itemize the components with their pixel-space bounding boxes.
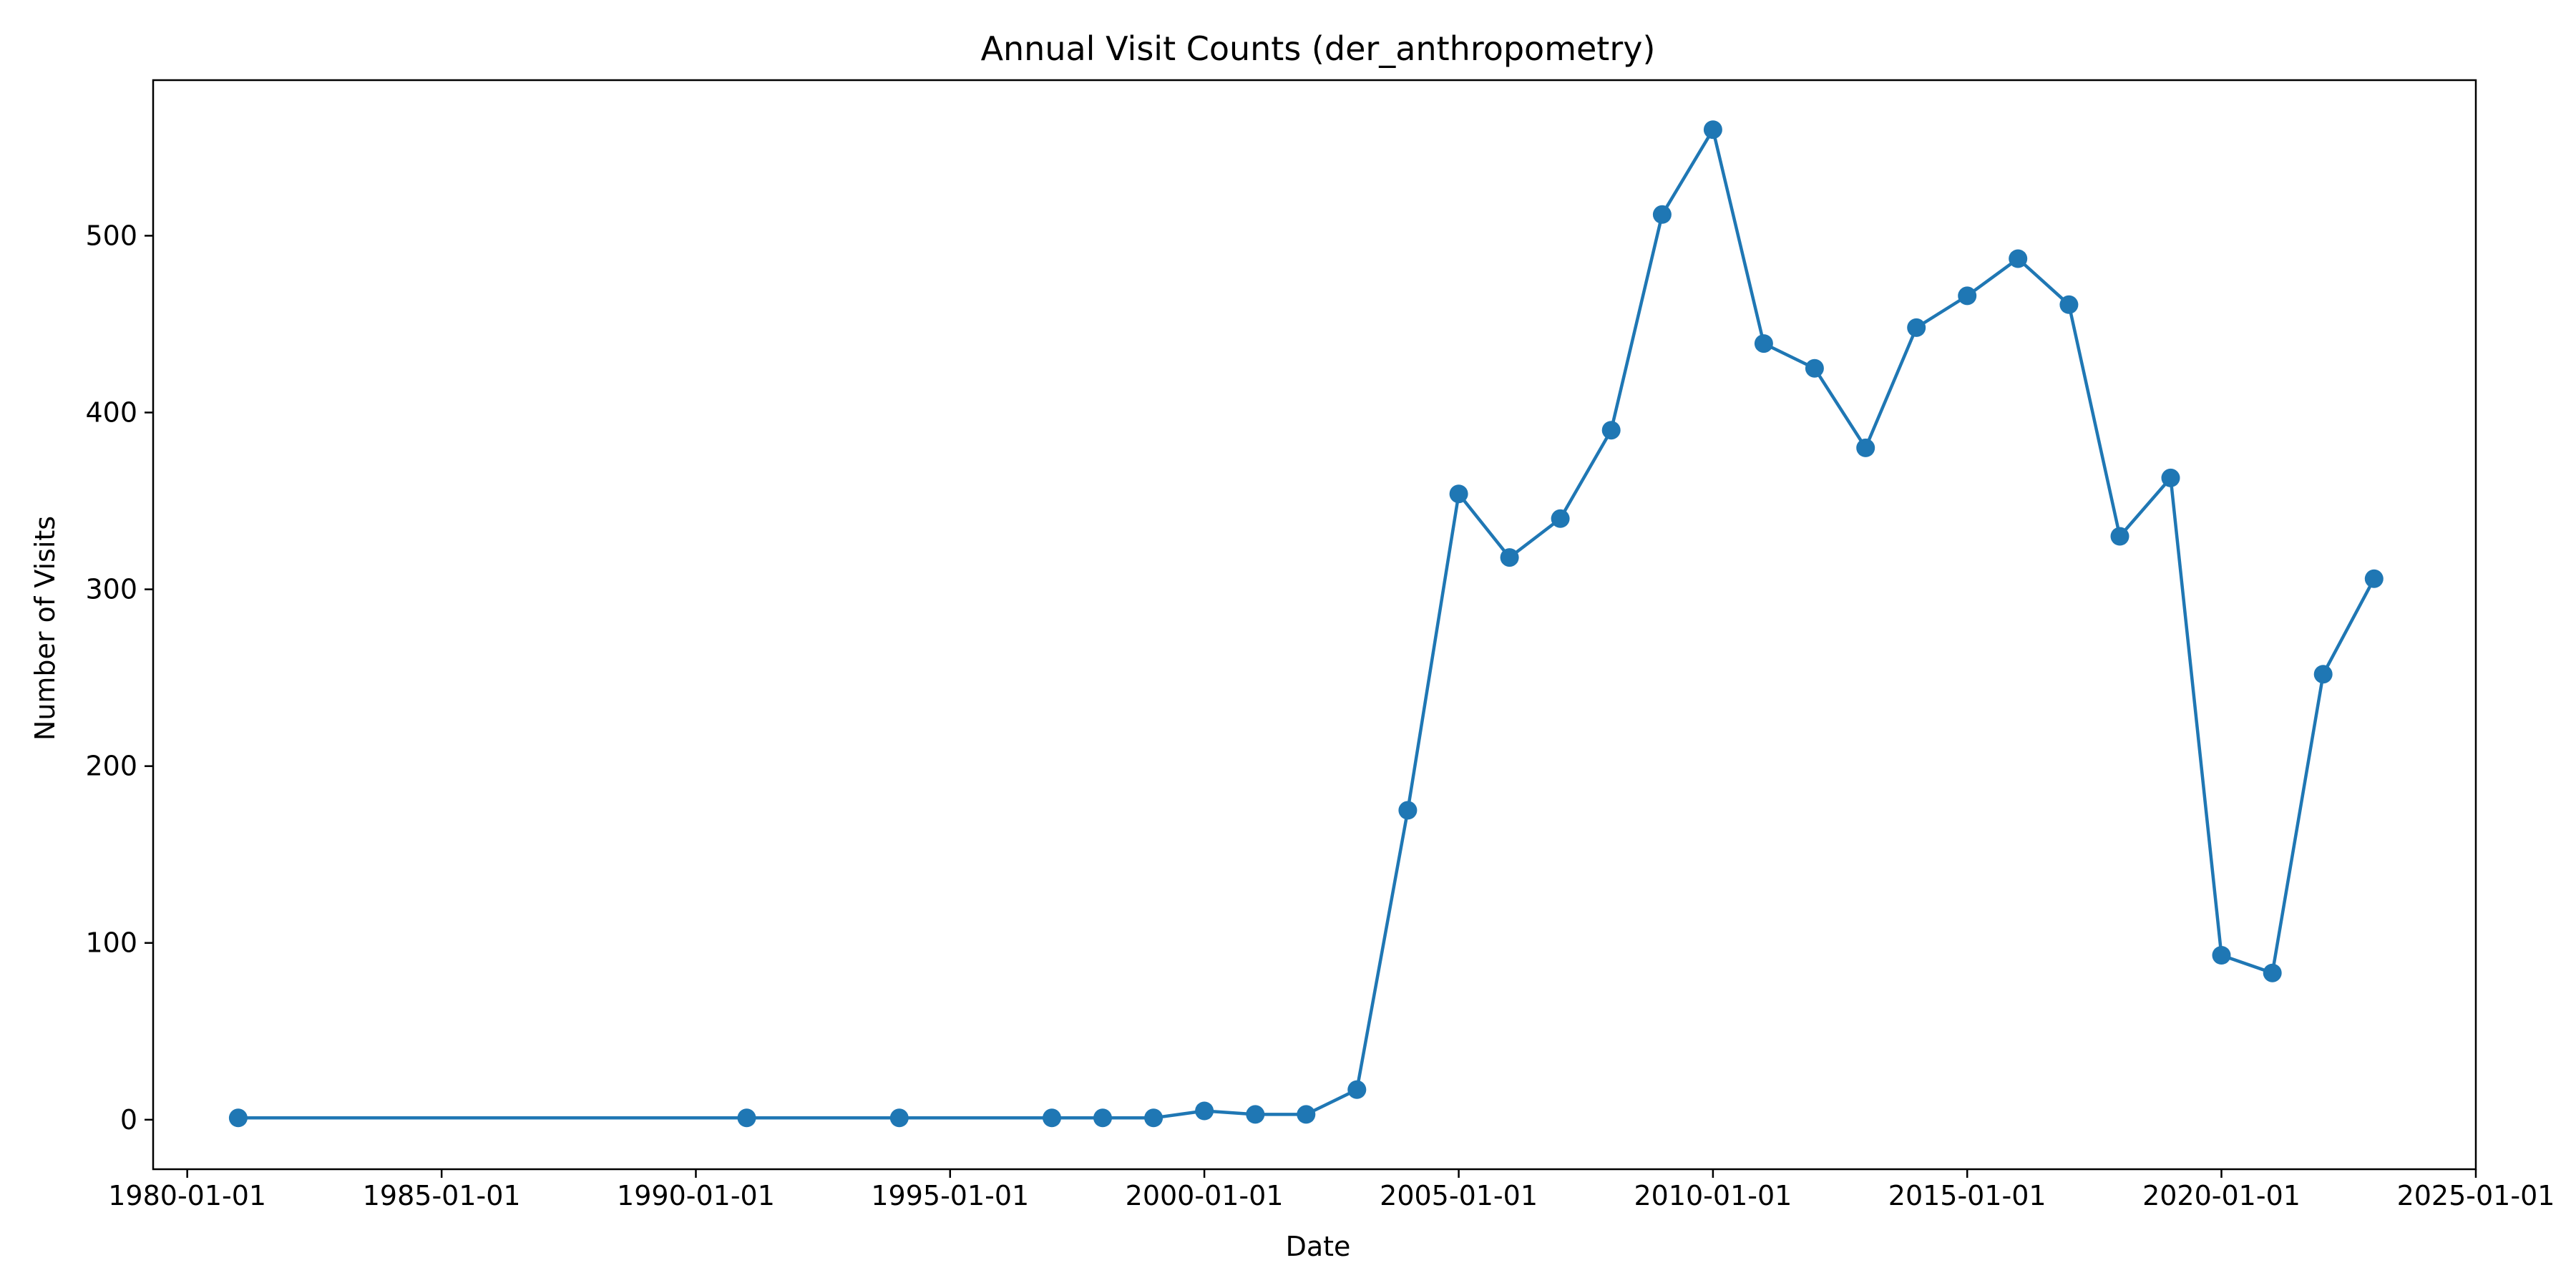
data-point-2005 bbox=[1449, 484, 1468, 504]
x-tick-label: 2005-01-01 bbox=[1380, 1180, 1538, 1211]
x-tick-label: 2015-01-01 bbox=[1888, 1180, 2046, 1211]
data-point-2009 bbox=[1652, 205, 1672, 224]
y-tick-label: 300 bbox=[85, 574, 137, 605]
data-point-2017 bbox=[2059, 295, 2079, 314]
data-point-2014 bbox=[1907, 318, 1926, 337]
data-point-2002 bbox=[1297, 1105, 1316, 1124]
data-point-2020 bbox=[2212, 946, 2231, 965]
x-tick-label: 1980-01-01 bbox=[108, 1180, 266, 1211]
data-point-2021 bbox=[2263, 963, 2282, 982]
data-point-2018 bbox=[2110, 527, 2129, 546]
data-point-2003 bbox=[1347, 1080, 1367, 1099]
y-tick-label: 200 bbox=[85, 751, 137, 782]
x-axis-label: Date bbox=[1286, 1231, 1351, 1262]
data-point-1994 bbox=[889, 1108, 909, 1128]
data-point-2016 bbox=[2009, 249, 2028, 268]
y-axis: 0 100 200 300 400 500 bbox=[85, 220, 153, 1136]
data-point-1981 bbox=[228, 1108, 248, 1128]
data-point-1997 bbox=[1043, 1108, 1061, 1128]
data-point-1999 bbox=[1144, 1108, 1163, 1128]
data-point-2004 bbox=[1398, 801, 1418, 820]
data-point-2000 bbox=[1195, 1101, 1214, 1121]
data-point-2007 bbox=[1551, 509, 1570, 528]
data-point-2010 bbox=[1703, 120, 1722, 140]
plot-frame bbox=[152, 79, 2477, 1171]
y-tick-label: 500 bbox=[85, 220, 137, 251]
data-point-2011 bbox=[1754, 334, 1773, 353]
series-line bbox=[238, 127, 2376, 1120]
data-point-2015 bbox=[1958, 286, 1977, 306]
x-tick-label: 2010-01-01 bbox=[1634, 1180, 1792, 1211]
x-tick-label: 1985-01-01 bbox=[363, 1180, 521, 1211]
y-axis-label: Number of Visits bbox=[29, 516, 61, 741]
x-tick-label: 2025-01-01 bbox=[2397, 1180, 2555, 1211]
data-point-2019 bbox=[2161, 468, 2180, 487]
data-point-2008 bbox=[1601, 421, 1621, 440]
data-point-2022 bbox=[2313, 665, 2333, 684]
data-point-2023 bbox=[2364, 569, 2384, 588]
y-tick-label: 400 bbox=[85, 397, 137, 429]
y-tick-label: 100 bbox=[85, 927, 137, 959]
x-tick-label: 2000-01-01 bbox=[1126, 1180, 1284, 1211]
data-point-2006 bbox=[1500, 548, 1519, 567]
chart-title: Annual Visit Counts (der_anthropometry) bbox=[981, 29, 1656, 68]
x-tick-label: 1990-01-01 bbox=[617, 1180, 775, 1211]
data-point-2013 bbox=[1856, 438, 1875, 457]
x-axis: 1980-01-01 1985-01-01 1990-01-01 1995-01-01… bbox=[108, 1169, 2555, 1211]
y-tick-label: 0 bbox=[120, 1104, 137, 1136]
x-tick-label: 2020-01-01 bbox=[2142, 1180, 2301, 1211]
plot-area bbox=[228, 120, 2384, 1128]
data-point-1991 bbox=[737, 1108, 756, 1128]
x-tick-label: 1995-01-01 bbox=[871, 1180, 1029, 1211]
data-point-1998 bbox=[1093, 1108, 1112, 1128]
data-point-2001 bbox=[1246, 1105, 1265, 1124]
data-point-2012 bbox=[1805, 358, 1824, 378]
